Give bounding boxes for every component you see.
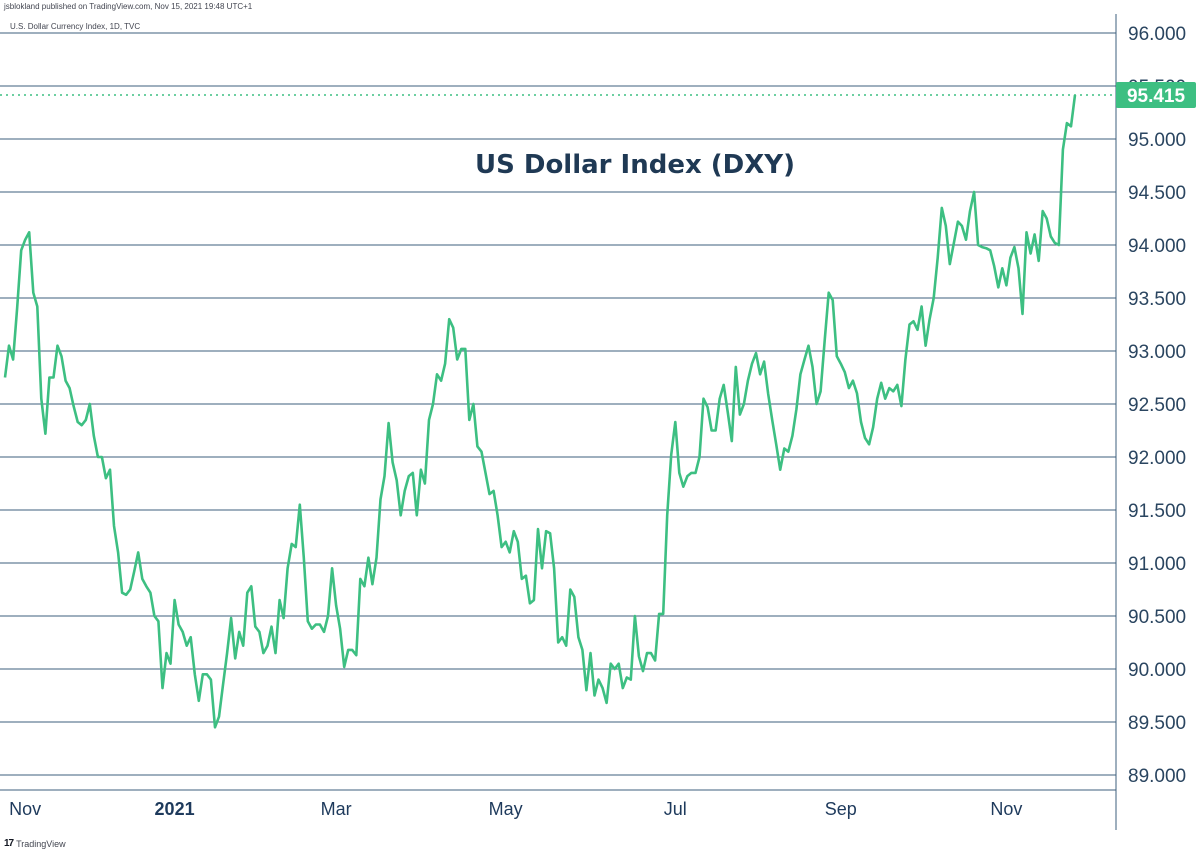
last-price-value: 95.415 <box>1127 86 1186 107</box>
x-axis: Nov 2021 Mar May Jul Sep Nov <box>9 799 1022 819</box>
y-tick-label: 89.000 <box>1128 766 1186 787</box>
publisher-line: jsblokland published on TradingView.com,… <box>4 2 253 11</box>
y-tick-label: 90.000 <box>1128 660 1186 681</box>
y-tick-label: 89.500 <box>1128 713 1186 734</box>
y-tick-label: 96.000 <box>1128 24 1186 45</box>
y-tick-label: 94.500 <box>1128 183 1186 204</box>
y-tick-label: 94.000 <box>1128 236 1186 257</box>
grid-lines <box>0 32 1116 791</box>
x-tick-label: Nov <box>9 799 41 819</box>
last-price-tag: 95.415 <box>1116 82 1196 109</box>
y-tick-label: 93.000 <box>1128 342 1186 363</box>
y-tick-label: 91.500 <box>1128 501 1186 522</box>
tradingview-brand: TradingView <box>16 838 66 849</box>
dxy-series-line <box>3 94 1077 729</box>
y-tick-label: 93.500 <box>1128 289 1186 310</box>
y-tick-label: 92.500 <box>1128 395 1186 416</box>
y-tick-label: 91.000 <box>1128 554 1186 575</box>
chart-title: US Dollar Index (DXY) <box>475 150 795 180</box>
last-price-tag-bg <box>1116 82 1196 109</box>
x-tick-label: Mar <box>321 799 352 819</box>
y-tick-label: 95.000 <box>1128 130 1186 151</box>
tradingview-footer: 17 TradingView <box>4 838 66 849</box>
y-tick-label: 90.500 <box>1128 607 1186 628</box>
tradingview-logo-icon: 17 <box>4 838 14 849</box>
y-axis: 89.000 89.500 90.000 90.500 91.000 91.500 92.0… <box>1128 24 1186 787</box>
x-tick-label: May <box>489 799 523 819</box>
x-tick-label: 2021 <box>155 799 195 819</box>
symbol-label: U.S. Dollar Currency Index, 1D, TVC <box>10 22 140 31</box>
x-tick-label: Jul <box>664 799 687 819</box>
x-tick-label: Nov <box>990 799 1022 819</box>
x-tick-label: Sep <box>825 799 857 819</box>
y-tick-label: 92.000 <box>1128 448 1186 469</box>
